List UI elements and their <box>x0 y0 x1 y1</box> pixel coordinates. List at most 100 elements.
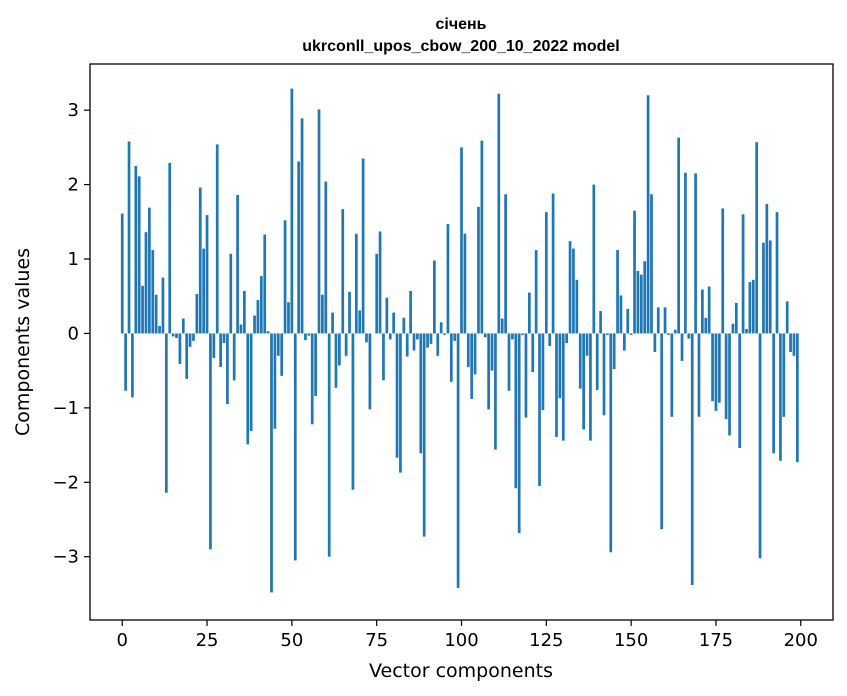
bar-39 <box>253 315 256 334</box>
bar-14 <box>168 162 172 334</box>
bar-20 <box>188 333 192 347</box>
bar-186 <box>751 279 755 334</box>
bar-187 <box>755 142 759 334</box>
bar-129 <box>558 333 562 399</box>
bar-107 <box>483 333 487 338</box>
bar-24 <box>202 248 206 334</box>
bar-102 <box>466 333 470 367</box>
bar-21 <box>192 333 195 341</box>
x-axis-ticks: 0 25 50 75 100 125 150 175 200 <box>117 620 818 651</box>
bar-180 <box>731 323 735 334</box>
bar-170 <box>697 333 701 417</box>
bar-172 <box>704 317 708 334</box>
bar-110 <box>494 333 497 450</box>
bar-175 <box>714 333 718 411</box>
bar-167 <box>687 333 691 339</box>
bar-53 <box>300 118 304 334</box>
bar-75 <box>375 253 379 334</box>
bar-122 <box>534 250 538 334</box>
bar-4 <box>134 165 138 334</box>
bar-116 <box>514 333 518 489</box>
y-tick-label: 1 <box>68 249 79 270</box>
plot-area-frame <box>89 63 834 621</box>
bar-182 <box>738 333 742 449</box>
bar-171 <box>701 289 704 334</box>
bar-48 <box>283 220 287 334</box>
bar-10 <box>154 294 158 334</box>
bar-99 <box>456 333 460 588</box>
bar-70 <box>358 310 362 334</box>
bar-141 <box>599 311 602 334</box>
bar-63 <box>334 333 338 388</box>
y-tick-label: −1 <box>52 398 79 419</box>
bar-16 <box>175 333 178 338</box>
bar-118 <box>521 333 524 335</box>
bar-159 <box>660 333 664 530</box>
bar-54 <box>304 333 307 341</box>
bar-197 <box>789 333 792 353</box>
bar-79 <box>388 333 392 340</box>
bar-40 <box>256 299 260 334</box>
bar-108 <box>487 333 490 410</box>
bar-193 <box>775 212 779 334</box>
bar-156 <box>650 194 653 334</box>
chart-title-line-2: ukrconll_upos_cbow_200_10_2022 model <box>302 38 619 55</box>
bar-143 <box>606 333 609 335</box>
bar-71 <box>361 158 365 334</box>
bar-15 <box>171 333 175 337</box>
y-tick-label: 2 <box>68 175 79 196</box>
bar-64 <box>338 333 341 366</box>
bar-168 <box>690 333 694 586</box>
bar-100 <box>460 147 463 334</box>
bar-84 <box>405 333 409 357</box>
bar-55 <box>307 333 311 336</box>
bar-190 <box>765 203 769 334</box>
bar-17 <box>178 333 182 364</box>
bar-9 <box>151 250 155 334</box>
bar-105 <box>477 206 480 334</box>
bar-123 <box>538 333 541 487</box>
bar-18 <box>181 318 185 334</box>
bar-111 <box>497 93 501 334</box>
bar-189 <box>762 242 765 334</box>
bar-184 <box>745 328 748 334</box>
x-tick-label: 50 <box>280 630 303 651</box>
bar-146 <box>616 250 619 334</box>
bar-41 <box>259 276 263 334</box>
bar-35 <box>239 324 243 334</box>
bar-86 <box>412 333 416 351</box>
bar-124 <box>541 333 545 411</box>
bar-95 <box>443 333 446 335</box>
bar-25 <box>205 215 209 334</box>
bar-66 <box>344 333 348 356</box>
bar-81 <box>395 333 399 458</box>
bar-121 <box>531 333 535 373</box>
bar-59 <box>321 294 324 334</box>
bar-72 <box>365 333 368 343</box>
chart-title-line-1: січень <box>435 16 486 33</box>
bar-164 <box>677 137 680 334</box>
bar-183 <box>741 214 745 334</box>
bar-7 <box>144 232 148 334</box>
bar-135 <box>578 333 582 389</box>
bar-106 <box>480 140 484 334</box>
x-tick-label: 175 <box>699 630 733 651</box>
bar-42 <box>263 234 267 334</box>
bar-150 <box>629 333 633 335</box>
bar-199 <box>796 333 799 463</box>
bar-149 <box>626 308 630 334</box>
bar-177 <box>721 208 725 334</box>
bar-103 <box>470 333 474 399</box>
bar-90 <box>426 333 429 348</box>
x-tick-label: 125 <box>529 630 563 651</box>
bar-58 <box>317 109 321 334</box>
bar-88 <box>419 333 423 454</box>
y-axis-label: Components values <box>12 248 34 436</box>
bar-165 <box>680 333 684 361</box>
bar-166 <box>684 172 687 334</box>
bar-69 <box>354 233 358 334</box>
bar-127 <box>551 193 555 334</box>
bar-178 <box>724 333 728 420</box>
bar-174 <box>711 333 714 402</box>
